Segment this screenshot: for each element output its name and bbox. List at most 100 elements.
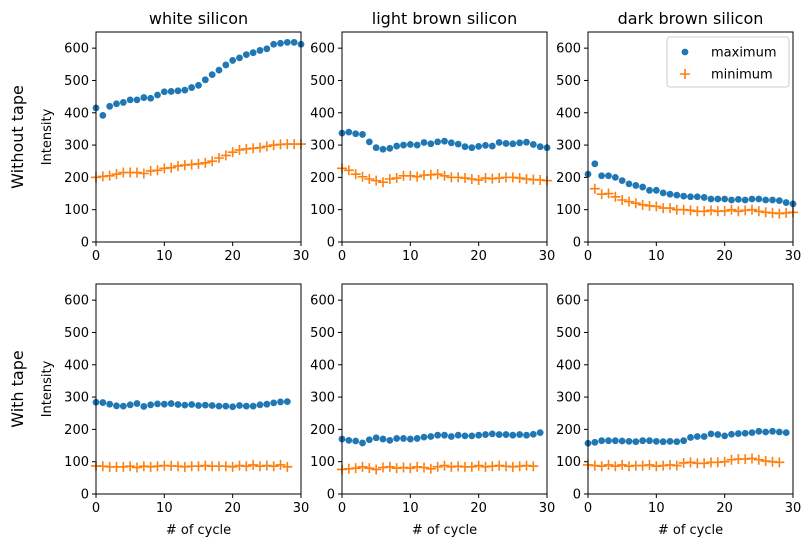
maximum-point <box>222 61 230 69</box>
x-axis-label: # of cycle <box>412 523 477 538</box>
minimum-point <box>357 461 368 472</box>
y-tick-label: 500 <box>64 74 89 89</box>
minimum-point <box>617 195 628 205</box>
minimum-point <box>753 454 764 465</box>
minimum-point <box>439 460 450 471</box>
x-tick-label: 30 <box>539 501 556 516</box>
minimum-point <box>282 461 293 472</box>
maximum-point <box>652 186 660 194</box>
x-tick-label: 10 <box>156 501 173 516</box>
minimum-point <box>706 205 716 216</box>
maximum-point <box>133 96 141 104</box>
minimum-point <box>466 174 477 184</box>
maximum-point <box>509 140 517 148</box>
maximum-point <box>769 196 776 204</box>
maximum-point <box>598 172 606 180</box>
y-tick-label: 600 <box>556 42 581 57</box>
maximum-point <box>400 435 407 442</box>
x-tick-label: 0 <box>584 501 592 516</box>
maximum-point <box>393 142 401 150</box>
y-axis-label: Intensity <box>40 108 55 165</box>
y-tick-label: 400 <box>64 106 89 121</box>
minimum-point <box>104 170 115 181</box>
panel-title: white silicon <box>149 9 248 28</box>
maximum-point <box>687 434 694 441</box>
maximum-point <box>659 438 667 446</box>
maximum-point <box>618 177 626 185</box>
plot-frame <box>95 283 302 495</box>
minimum-point <box>405 170 416 181</box>
maximum-point <box>147 94 155 102</box>
maximum-point <box>365 436 373 444</box>
maximum-point <box>707 430 715 438</box>
maximum-point <box>372 144 380 152</box>
x-tick-label: 20 <box>716 501 733 516</box>
maximum-point <box>755 195 763 203</box>
maximum-point <box>488 142 496 150</box>
maximum-point <box>154 91 161 99</box>
maximum-point <box>126 96 134 104</box>
minimum-point <box>391 173 402 184</box>
minimum-point <box>603 459 614 470</box>
maximum-point <box>379 145 387 153</box>
maximum-point <box>434 431 442 439</box>
maximum-point <box>181 86 189 94</box>
maximum-point <box>693 193 701 201</box>
maximum-point <box>659 189 667 197</box>
maximum-point <box>174 401 182 408</box>
maximum-point <box>775 428 783 436</box>
maximum-point <box>680 437 688 445</box>
maximum-point <box>488 430 496 438</box>
maximum-point <box>693 433 701 440</box>
minimum-point <box>138 168 149 179</box>
maximum-point <box>523 431 530 439</box>
maximum-point <box>133 400 141 407</box>
minimum-point <box>685 205 696 216</box>
maximum-point <box>406 141 414 148</box>
maximum-point <box>441 137 448 145</box>
maximum-point <box>536 429 544 437</box>
maximum-point <box>714 431 722 438</box>
minimum-point <box>268 461 279 472</box>
legend-minimum-marker <box>680 69 690 79</box>
maximum-point <box>707 195 715 203</box>
minimum-point <box>241 461 252 472</box>
maximum-point <box>605 172 612 180</box>
x-tick-label: 20 <box>224 249 241 264</box>
maximum-point <box>160 88 168 96</box>
minimum-point <box>753 206 764 217</box>
minimum-point <box>248 459 259 470</box>
maximum-point <box>427 433 435 440</box>
maximum-point <box>591 438 599 446</box>
maximum-point <box>242 402 250 410</box>
maximum-point <box>666 190 674 198</box>
minimum-point <box>596 461 607 472</box>
minimum-point <box>514 173 525 184</box>
x-tick-label: 10 <box>402 501 419 516</box>
minimum-point <box>528 461 539 472</box>
maximum-point <box>386 436 394 444</box>
minimum-point <box>275 459 286 470</box>
maximum-point <box>229 57 237 64</box>
minimum-point <box>719 456 730 467</box>
maximum-point <box>119 99 127 106</box>
maximum-point <box>769 427 776 435</box>
y-tick-label: 300 <box>310 391 335 406</box>
minimum-point <box>603 188 614 199</box>
maximum-point <box>461 432 469 440</box>
x-tick-label: 10 <box>648 249 665 264</box>
minimum-point <box>460 173 470 184</box>
maximum-point <box>113 402 120 410</box>
y-tick-label: 100 <box>310 203 335 218</box>
minimum-point <box>637 199 648 210</box>
maximum-point <box>400 141 407 149</box>
maximum-point <box>406 435 414 443</box>
maximum-point <box>687 193 694 201</box>
minimum-point <box>173 161 183 172</box>
y-tick-label: 0 <box>81 236 89 251</box>
x-tick-label: 10 <box>156 249 173 264</box>
maximum-point <box>413 141 421 149</box>
y-tick-label: 600 <box>310 294 335 309</box>
